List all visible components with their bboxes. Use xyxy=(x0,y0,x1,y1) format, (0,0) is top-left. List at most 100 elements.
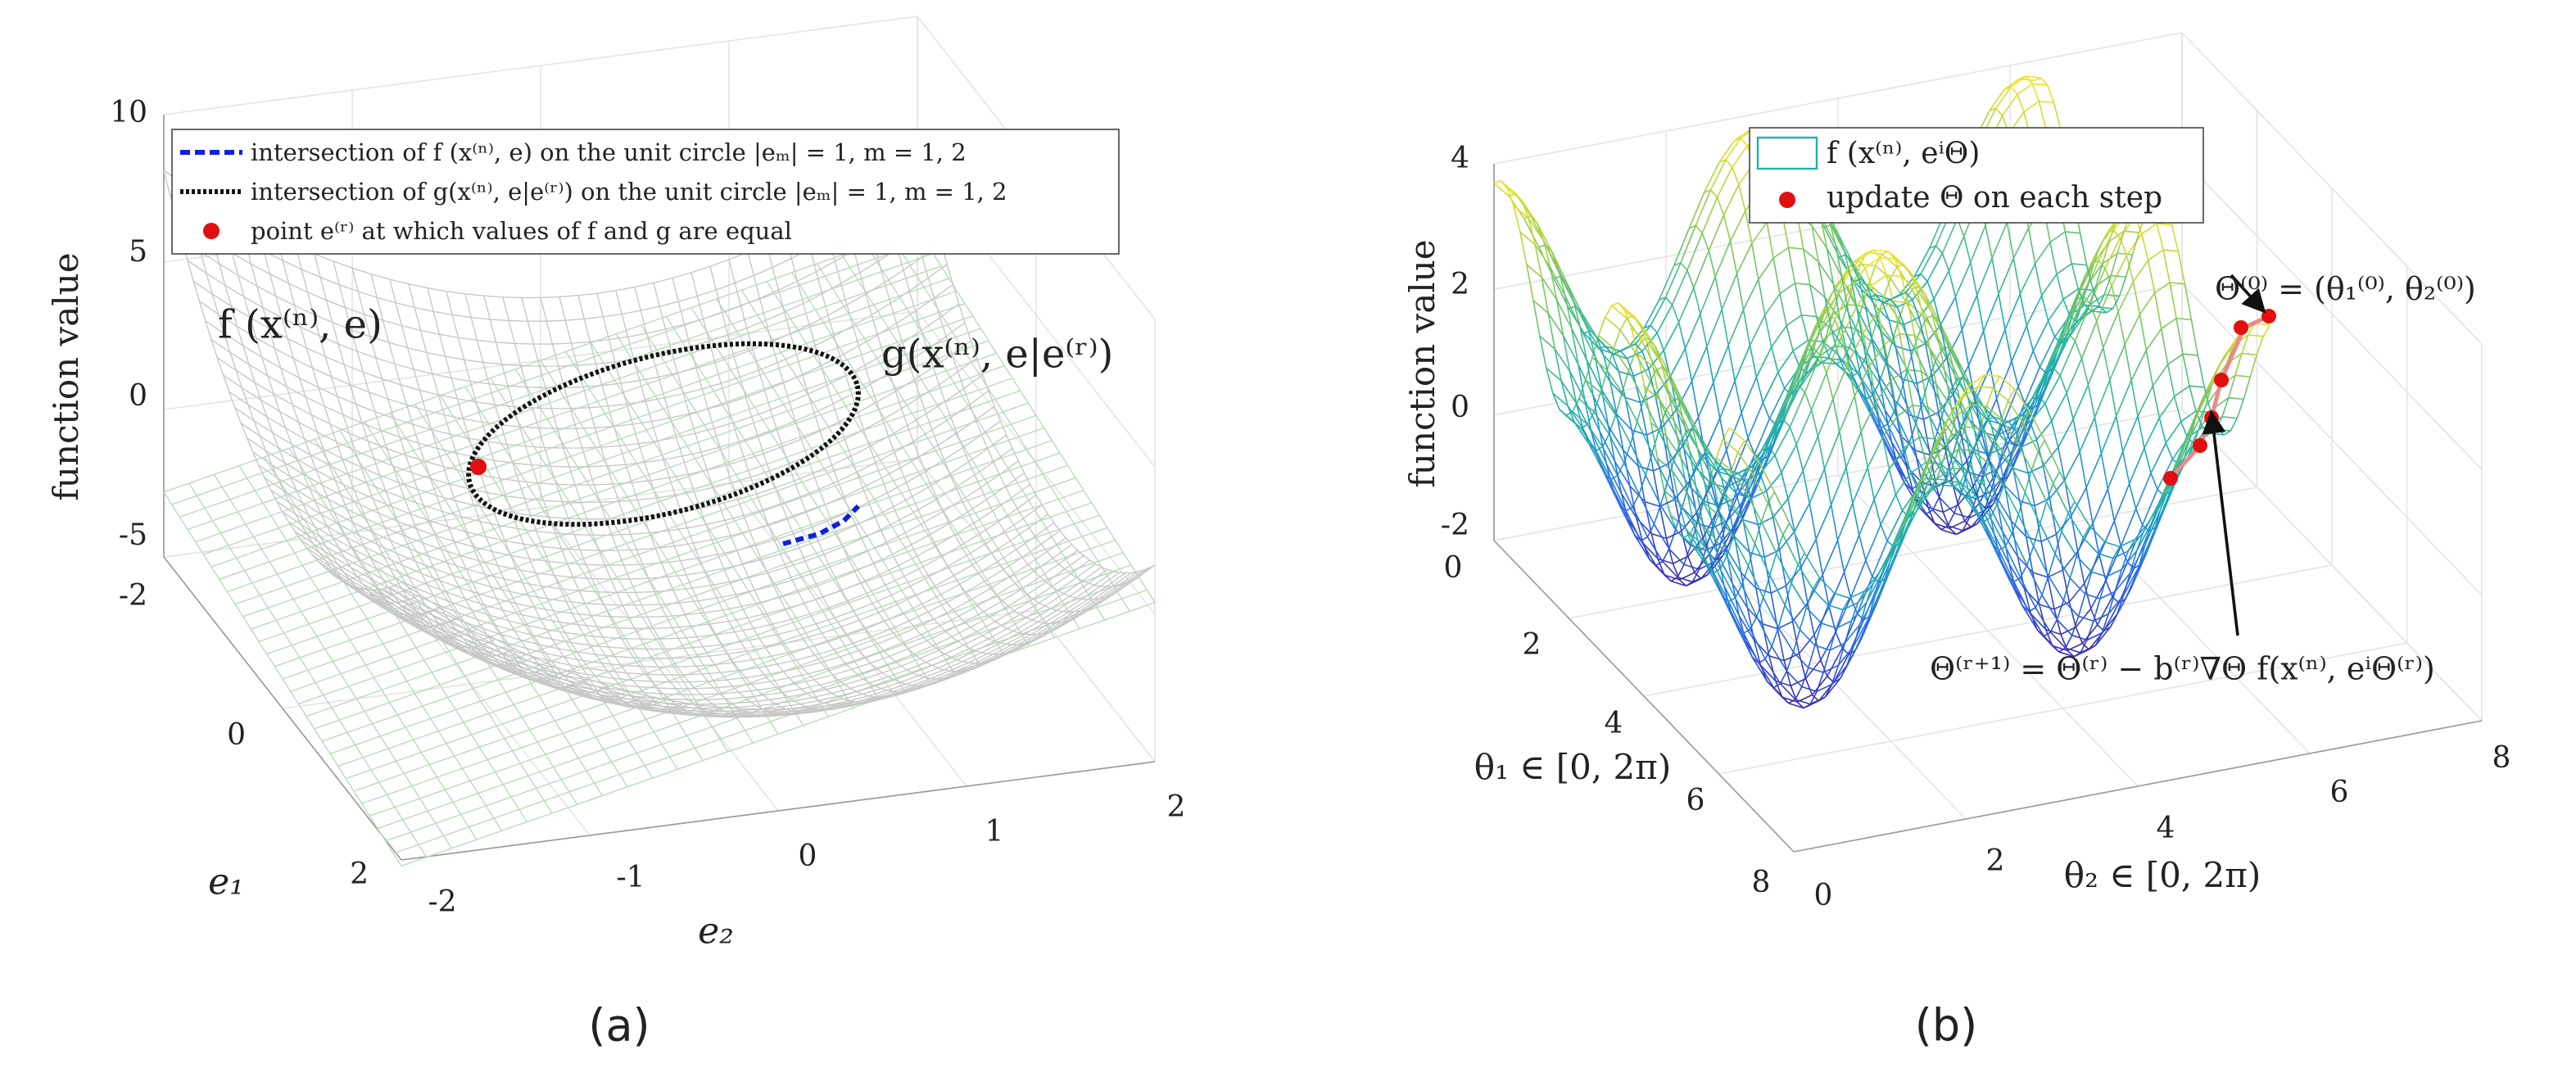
surface-mesh xyxy=(1679,430,1688,443)
surface-mesh xyxy=(1988,436,1996,455)
surface-mesh xyxy=(1702,509,1719,539)
surface-mesh xyxy=(1709,159,1727,191)
surface-mesh xyxy=(1977,386,1994,389)
surface-mesh xyxy=(1996,446,2005,470)
surface-mesh xyxy=(2107,488,2116,522)
surface-mesh xyxy=(1549,266,1558,301)
surface-mesh xyxy=(1886,362,1903,379)
surface-mesh xyxy=(2037,391,2045,405)
surface-mesh xyxy=(1587,423,1604,447)
surface-mesh xyxy=(1632,506,1649,537)
surface-mesh xyxy=(2104,268,2112,287)
surface-mesh xyxy=(1768,419,1785,448)
surface-mesh xyxy=(1811,676,1828,695)
legend-box xyxy=(171,129,1120,255)
surface-mesh xyxy=(2040,77,2049,86)
surface-mesh xyxy=(1839,254,1846,258)
surface-mesh xyxy=(1714,276,1723,310)
surface-mesh xyxy=(2058,647,2067,653)
surface-mesh xyxy=(2262,324,2270,337)
surface-mesh xyxy=(1831,292,1840,315)
surface-mesh xyxy=(1575,305,1583,314)
surface-mesh xyxy=(2085,263,2093,276)
surface-mesh xyxy=(1876,565,1893,604)
surface-mesh xyxy=(287,504,1043,650)
surface-mesh xyxy=(1667,388,1684,419)
surface-mesh xyxy=(1926,281,1935,300)
surface-mesh xyxy=(898,166,1137,587)
surface-mesh xyxy=(1897,405,1913,417)
surface-mesh xyxy=(1875,294,1883,303)
surface-mesh xyxy=(2124,230,2139,233)
surface-mesh xyxy=(1760,521,1777,554)
surface-mesh xyxy=(1831,328,1839,355)
surface-mesh xyxy=(1723,184,1740,215)
surface-mesh xyxy=(2135,473,2152,509)
surface-mesh xyxy=(1786,314,1802,327)
surface-mesh xyxy=(1872,382,1881,396)
surface-mesh xyxy=(1718,140,1735,163)
surface-mesh xyxy=(1819,319,1836,356)
surface-mesh xyxy=(1526,264,1542,278)
surface-mesh xyxy=(1623,310,1632,328)
surface-mesh xyxy=(1895,258,1911,273)
surface-mesh xyxy=(1786,325,1794,351)
surface-mesh xyxy=(1690,533,1706,548)
surface-mesh xyxy=(2179,421,2196,459)
surface-mesh xyxy=(2148,492,2166,522)
surface-mesh xyxy=(1679,441,1696,468)
surface-mesh xyxy=(1800,326,1817,363)
caption: (b) xyxy=(1915,1000,1977,1052)
surface-mesh xyxy=(2057,314,2073,351)
surface-mesh xyxy=(2001,419,2017,442)
surface-mesh xyxy=(1586,360,1603,391)
surface-mesh xyxy=(1659,498,1676,508)
surface-mesh xyxy=(1931,496,1940,511)
surface-mesh xyxy=(2080,321,2098,360)
surface-mesh xyxy=(1899,369,1908,393)
surface-mesh xyxy=(1832,363,1849,400)
surface-mesh xyxy=(2134,520,2151,541)
surface-mesh xyxy=(1555,299,1573,329)
surface-mesh xyxy=(2017,93,2025,112)
surface-mesh xyxy=(1813,606,1830,636)
surface-mesh xyxy=(2059,341,2076,376)
surface-mesh xyxy=(1974,400,1983,434)
surface-mesh xyxy=(2064,451,2080,481)
surface-mesh xyxy=(2080,358,2089,385)
surface-mesh xyxy=(2035,420,2053,441)
surface-mesh xyxy=(1982,331,1991,367)
surface-mesh xyxy=(1952,366,1961,400)
surface-mesh xyxy=(1884,344,1892,381)
surface-mesh xyxy=(1779,283,1795,295)
surface-mesh xyxy=(2073,649,2089,658)
surface-mesh xyxy=(1795,282,1810,286)
surface-mesh xyxy=(1727,309,1745,346)
legend-swatch xyxy=(1779,192,1795,208)
surface-mesh xyxy=(300,522,1055,668)
surface-mesh xyxy=(1989,460,2006,486)
surface-mesh xyxy=(1703,161,1720,193)
surface-mesh xyxy=(1536,223,1545,242)
surface-mesh xyxy=(1852,503,1860,536)
surface-mesh xyxy=(1663,322,1680,351)
surface-mesh xyxy=(1751,656,1768,682)
surface-mesh xyxy=(1749,345,1758,378)
surface-mesh xyxy=(1890,278,1906,301)
surface-mesh xyxy=(1714,579,1732,612)
surface-mesh xyxy=(1850,602,1859,622)
surface-mesh xyxy=(1713,382,1721,419)
surface-mesh xyxy=(1957,441,1965,474)
surface-mesh xyxy=(1894,258,1903,277)
surface-mesh xyxy=(2091,310,2107,314)
surface-mesh xyxy=(2122,567,2139,596)
surface-mesh xyxy=(2080,284,2089,308)
surface-mesh xyxy=(1990,505,1998,518)
surface-mesh xyxy=(201,195,440,616)
surface-mesh xyxy=(1581,313,1590,332)
surface-mesh xyxy=(1882,546,1899,585)
surface-mesh xyxy=(1971,523,1979,528)
surface-mesh xyxy=(2003,86,2012,90)
surface-mesh xyxy=(1617,475,1633,508)
surface-mesh xyxy=(2025,536,2034,573)
